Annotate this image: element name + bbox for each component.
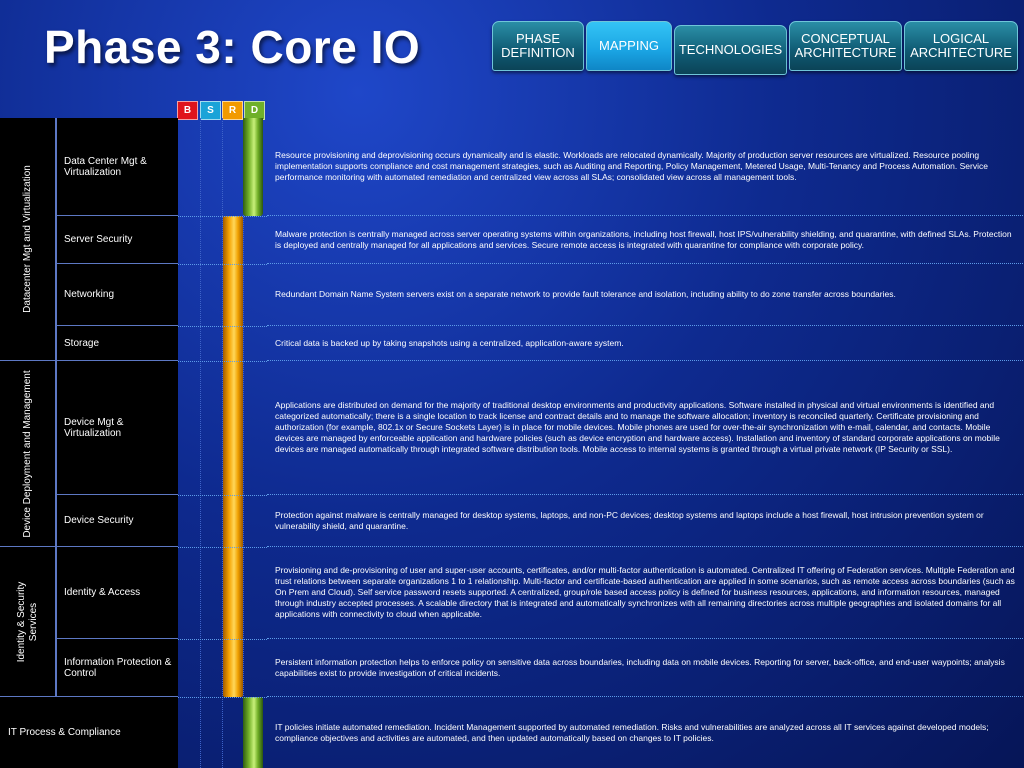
row-description: Persistent information protection helps … [267, 639, 1023, 697]
row-description: Critical data is backed up by taking sna… [267, 326, 1023, 361]
column-standardized [200, 118, 223, 768]
row-label: Networking [56, 264, 178, 326]
row-label: Data Center Mgt & Virtualization [56, 118, 178, 216]
category-device: Device Deployment and Management [0, 361, 56, 547]
row-description: Protection against malware is centrally … [267, 495, 1023, 547]
tab-phase-definition[interactable]: PHASE DEFINITION [492, 21, 584, 71]
row-label: Server Security [56, 216, 178, 264]
tab-label: CONCEPTUAL ARCHITECTURE [794, 31, 897, 60]
tab-label: PHASE DEFINITION [501, 31, 575, 60]
row-label: IT Process & Compliance [0, 697, 178, 768]
category-label: Device Deployment and Management [21, 369, 33, 538]
tab-technologies[interactable]: TECHNOLOGIES [674, 25, 787, 75]
separator [178, 326, 267, 327]
tab-mapping[interactable]: MAPPING [586, 21, 672, 71]
column-basic [178, 118, 201, 768]
divider [56, 118, 57, 697]
row-description: Redundant Domain Name System servers exi… [267, 264, 1023, 326]
row-label: Device Mgt & Virtualization [56, 361, 178, 495]
separator [178, 639, 267, 640]
row-label: Information Protection & Control [56, 639, 178, 697]
separator [178, 495, 267, 496]
tab-logical-architecture[interactable]: LOGICAL ARCHITECTURE [904, 21, 1018, 71]
separator [178, 216, 267, 217]
phase-tabs: PHASE DEFINITION MAPPING TECHNOLOGIES CO… [492, 21, 1018, 75]
maturity-bar-dynamic [243, 697, 263, 768]
maturity-badge-standardized: S [200, 101, 221, 120]
column-rationalized [222, 118, 244, 768]
separator [178, 264, 267, 265]
row-description: Malware protection is centrally managed … [267, 216, 1023, 264]
tab-conceptual-architecture[interactable]: CONCEPTUAL ARCHITECTURE [789, 21, 902, 71]
page-title: Phase 3: Core IO [44, 21, 421, 73]
row-description: Applications are distributed on demand f… [267, 361, 1023, 495]
maturity-bar-dynamic [243, 118, 263, 216]
row-label: Storage [56, 326, 178, 361]
category-label: Identity & Security Services [15, 581, 39, 662]
tab-label: MAPPING [599, 38, 659, 53]
category-label: Datacenter Mgt and Virtualization [21, 165, 33, 313]
capability-matrix: Datacenter Mgt and Virtualization Device… [0, 118, 1024, 768]
row-label: Identity & Access [56, 547, 178, 639]
separator [178, 547, 267, 548]
row-description: Provisioning and de-provisioning of user… [267, 547, 1023, 639]
maturity-bar-rationalized [223, 216, 243, 697]
separator [178, 697, 267, 698]
row-label: Device Security [56, 495, 178, 547]
category-identity: Identity & Security Services [0, 547, 56, 697]
separator [178, 361, 267, 362]
row-description: Resource provisioning and deprovisioning… [267, 118, 1023, 216]
tab-label: LOGICAL ARCHITECTURE [910, 31, 1012, 60]
row-description: IT policies initiate automated remediati… [275, 721, 989, 743]
maturity-badge-rationalized: R [222, 101, 243, 120]
maturity-badge-basic: B [177, 101, 198, 120]
category-datacenter: Datacenter Mgt and Virtualization [0, 118, 56, 361]
tab-label: TECHNOLOGIES [678, 42, 783, 57]
